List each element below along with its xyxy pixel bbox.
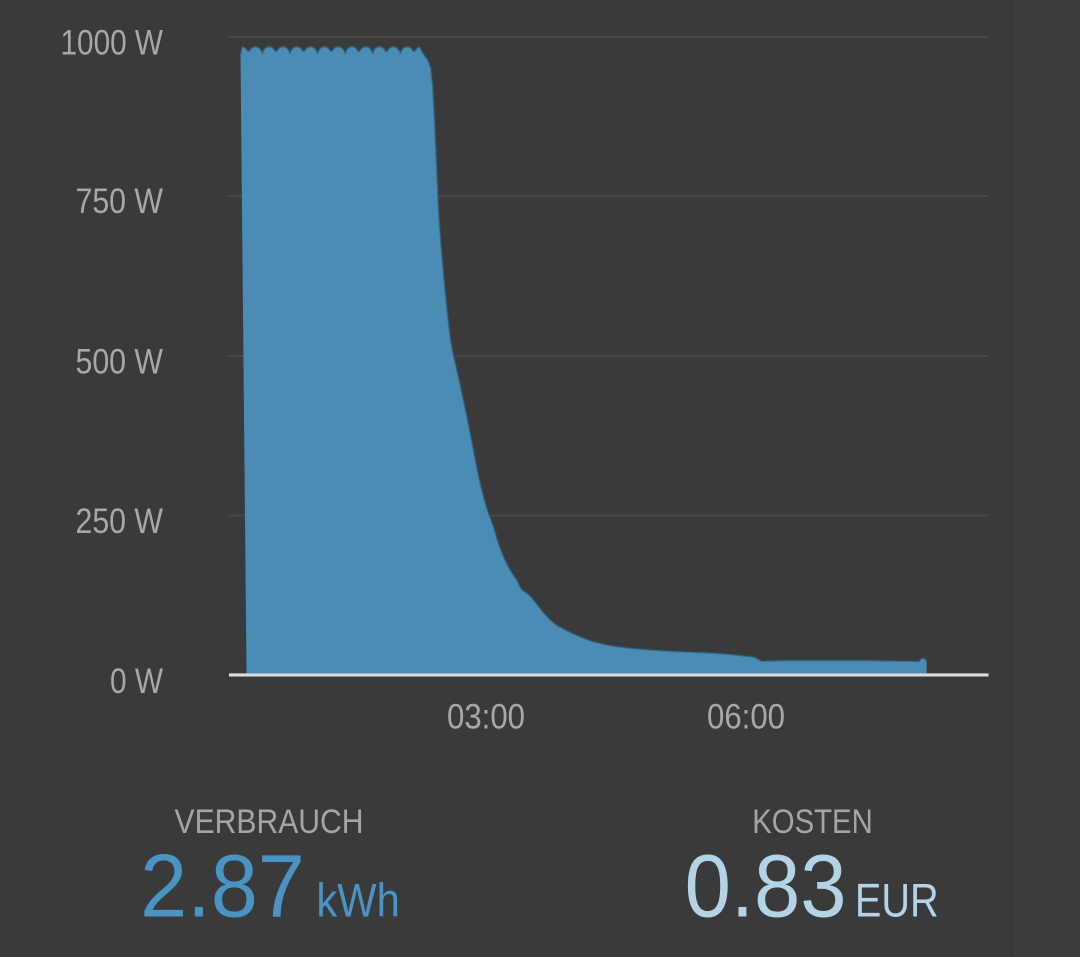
svg-text:1000 W: 1000 W: [61, 24, 164, 63]
svg-text:0.83: 0.83: [685, 836, 847, 936]
svg-text:2.87: 2.87: [140, 836, 305, 936]
svg-text:KOSTEN: KOSTEN: [752, 803, 873, 841]
svg-text:500 W: 500 W: [76, 343, 164, 382]
svg-text:06:00: 06:00: [707, 698, 785, 737]
svg-text:03:00: 03:00: [447, 698, 525, 737]
svg-text:0 W: 0 W: [110, 662, 163, 701]
svg-text:250 W: 250 W: [76, 502, 164, 541]
svg-text:kWh: kWh: [316, 874, 399, 927]
svg-text:EUR: EUR: [855, 874, 939, 927]
svg-text:750 W: 750 W: [76, 182, 164, 221]
svg-text:VERBRAUCH: VERBRAUCH: [175, 803, 364, 841]
